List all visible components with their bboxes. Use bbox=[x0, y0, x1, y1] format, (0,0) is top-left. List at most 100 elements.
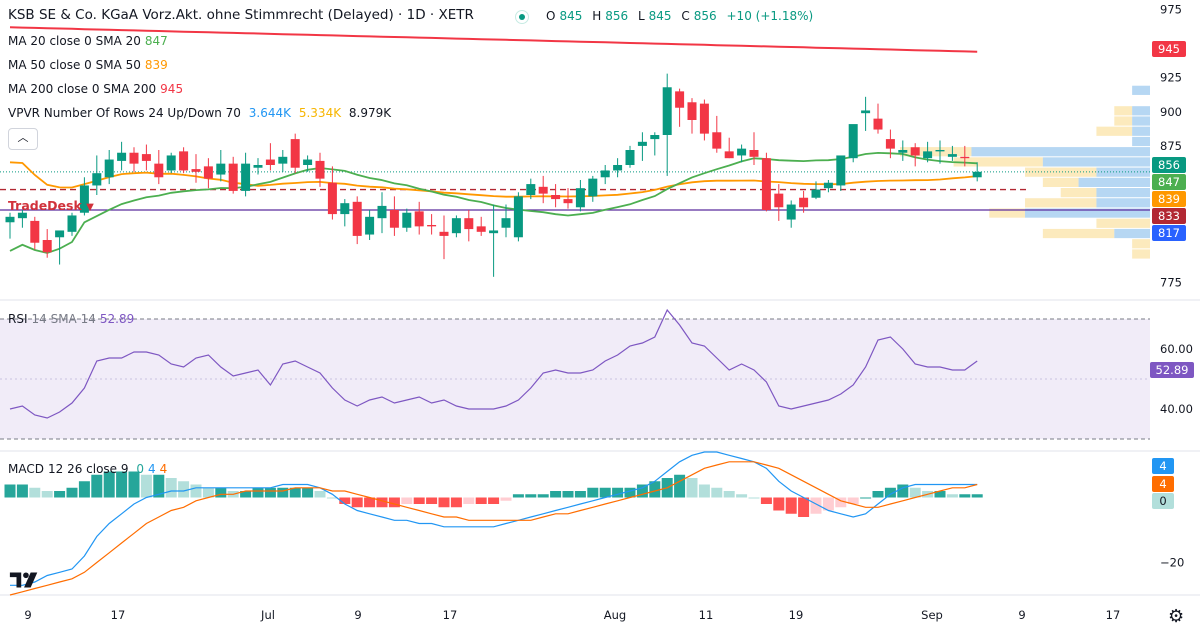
candle-body bbox=[154, 163, 164, 178]
time-axis-tick: 9 bbox=[1018, 608, 1025, 622]
macd-histogram-bar bbox=[302, 487, 314, 498]
candle-body bbox=[563, 199, 573, 204]
ohlc-readout: O 845 H 856 L 845 C 856 +10 (+1.18%) bbox=[546, 9, 814, 23]
candle-body bbox=[823, 182, 833, 189]
candle-body bbox=[935, 150, 945, 152]
price-axis-tick: 900 bbox=[1160, 105, 1182, 119]
volume-profile-up-bar bbox=[1132, 116, 1150, 126]
macd-histogram-bar bbox=[376, 497, 388, 508]
volume-profile-down-bar bbox=[1025, 198, 1097, 208]
candle-body bbox=[625, 150, 635, 165]
volume-profile-up-bar bbox=[971, 147, 1150, 157]
candle-body bbox=[315, 160, 325, 179]
macd-histogram-bar bbox=[252, 487, 264, 498]
legend-rsi[interactable]: RSI 14 SMA 14 52.89 bbox=[8, 312, 135, 326]
tradedesk-label[interactable]: TradeDesk ▼ bbox=[8, 198, 94, 213]
macd-histogram-bar bbox=[897, 484, 909, 498]
macd-histogram-bar bbox=[388, 497, 400, 508]
macd-badge-label: 0 bbox=[1159, 494, 1166, 508]
volume-profile-up-bar bbox=[1114, 228, 1150, 239]
tradingview-logo-icon[interactable] bbox=[8, 566, 42, 594]
candle-body bbox=[637, 141, 647, 146]
volume-profile-down-bar bbox=[1132, 249, 1150, 259]
macd-histogram-bar bbox=[971, 494, 983, 498]
macd-histogram-bar bbox=[41, 491, 53, 498]
volume-profile-down-bar bbox=[1042, 228, 1115, 239]
macd-histogram-bar bbox=[29, 487, 41, 498]
macd-histogram-bar bbox=[636, 484, 648, 498]
macd-histogram-bar bbox=[339, 497, 351, 504]
candle-body bbox=[352, 201, 362, 236]
candle-body bbox=[265, 159, 275, 165]
macd-histogram-bar bbox=[413, 497, 425, 504]
vpvr-total: 8.979K bbox=[348, 106, 392, 120]
volume-profile-up-bar bbox=[1132, 85, 1150, 95]
volume-profile-down-bar bbox=[1060, 188, 1097, 198]
volume-profile-up-bar bbox=[1096, 167, 1150, 177]
volume-profile-down-bar bbox=[989, 208, 1025, 218]
candle-body bbox=[885, 139, 895, 149]
macd-badge bbox=[1152, 493, 1174, 509]
legend-vpvr[interactable]: VPVR Number Of Rows 24 Up/Down 70 3.644K… bbox=[8, 106, 392, 120]
legend-ma20[interactable]: MA 20 close 0 SMA 20 847 bbox=[8, 34, 168, 48]
candle-body bbox=[600, 170, 610, 178]
price-badge bbox=[1152, 225, 1186, 241]
rsi-value: 52.89 bbox=[99, 312, 135, 326]
candle-body bbox=[42, 240, 52, 253]
macd-histogram-bar bbox=[698, 484, 710, 498]
macd-histogram-bar bbox=[351, 497, 363, 508]
macd-histogram-bar bbox=[872, 491, 884, 498]
macd-histogram-bar bbox=[289, 487, 301, 498]
macd-histogram-bar bbox=[314, 491, 326, 498]
macd-histogram-bar bbox=[525, 494, 537, 498]
price-badge bbox=[1152, 174, 1186, 190]
candle-body bbox=[303, 159, 313, 165]
macd-histogram-bar bbox=[153, 474, 165, 498]
macd-histogram-bar bbox=[847, 497, 859, 504]
candle-body bbox=[737, 148, 747, 156]
settings-gear-icon[interactable]: ⚙ bbox=[1168, 606, 1185, 627]
rsi-axis-tick: 40.00 bbox=[1160, 402, 1193, 416]
chevron-up-icon: ︿ bbox=[17, 131, 29, 144]
price-axis-tick: 925 bbox=[1160, 71, 1182, 85]
candle-body bbox=[848, 124, 858, 159]
time-axis-tick: 11 bbox=[699, 608, 714, 622]
candle-body bbox=[414, 211, 424, 227]
candle-body bbox=[92, 173, 102, 186]
macd-histogram-bar bbox=[810, 497, 822, 514]
candle-body bbox=[377, 205, 387, 219]
candle-body bbox=[836, 155, 846, 186]
volume-profile-up-bar bbox=[1078, 177, 1150, 187]
candle-body bbox=[439, 231, 449, 236]
macd-histogram-bar bbox=[748, 497, 760, 499]
candle-body bbox=[427, 225, 437, 227]
candle-body bbox=[79, 185, 89, 213]
candle-body bbox=[972, 171, 982, 178]
macd-histogram-bar bbox=[822, 497, 834, 511]
volume-profile-down-bar bbox=[1132, 239, 1150, 249]
volume-profile-up-bar bbox=[1042, 157, 1150, 167]
time-axis-tick: 17 bbox=[111, 608, 126, 622]
macd-histogram-bar bbox=[674, 474, 686, 498]
time-axis-tick: 9 bbox=[354, 608, 361, 622]
time-axis-tick: 9 bbox=[24, 608, 31, 622]
market-status-icon[interactable] bbox=[515, 10, 529, 24]
candle-body bbox=[947, 154, 957, 157]
collapse-legend-button[interactable]: ︿ bbox=[8, 128, 38, 150]
macd-histogram-bar bbox=[785, 497, 797, 514]
macd-histogram-bar bbox=[463, 497, 475, 504]
candle-body bbox=[861, 110, 871, 114]
macd-histogram-bar bbox=[574, 491, 586, 498]
macd-histogram-bar bbox=[934, 491, 946, 498]
macd-histogram-bar bbox=[326, 497, 338, 499]
time-axis-tick: Jul bbox=[260, 608, 275, 622]
candle-body bbox=[724, 151, 734, 159]
legend-ma50[interactable]: MA 50 close 0 SMA 50 839 bbox=[8, 58, 168, 72]
legend-ma200[interactable]: MA 200 close 0 SMA 200 945 bbox=[8, 82, 184, 96]
price-badge bbox=[1152, 191, 1186, 207]
time-axis-tick: 19 bbox=[789, 608, 804, 622]
macd-histogram-bar bbox=[835, 497, 847, 508]
volume-profile-down-bar bbox=[1114, 116, 1133, 126]
candle-body bbox=[699, 103, 709, 134]
